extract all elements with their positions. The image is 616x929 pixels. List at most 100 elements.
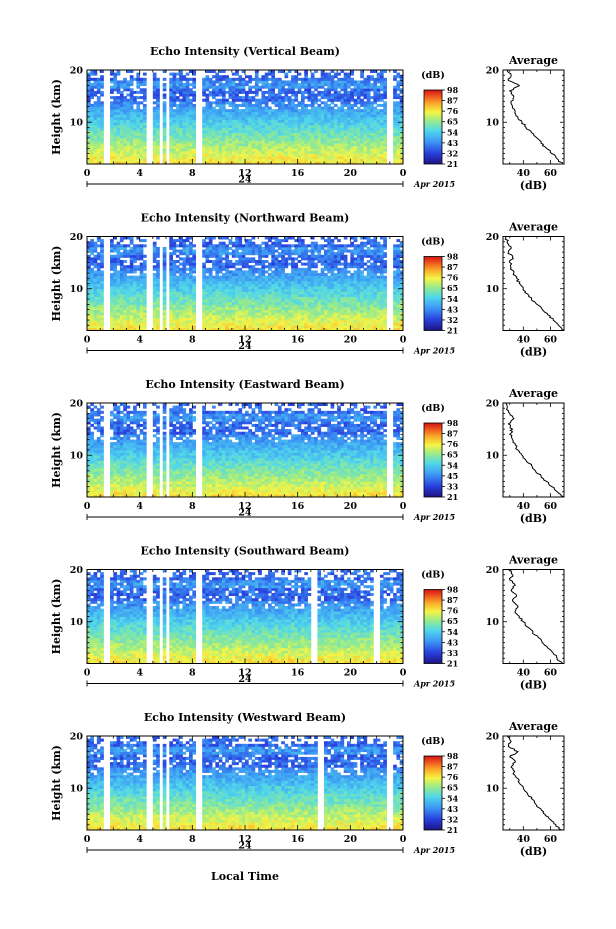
- panel-4: Echo Intensity (Southward Beam) 10 20 Heigh…: [50, 545, 565, 692]
- average-title: Average: [508, 221, 558, 234]
- y-axis-label: Height (km): [50, 412, 63, 488]
- average-x-tick-label: 60: [544, 834, 558, 845]
- y-tick-label: 20: [70, 732, 84, 743]
- x-tick-label: 0: [400, 168, 407, 179]
- colorbar-tick-label: 43: [447, 804, 459, 814]
- average-title: Average: [508, 720, 558, 733]
- average-y-tick-label: 10: [486, 451, 500, 462]
- average-x-tick-label: 40: [517, 501, 531, 512]
- x-tick-label: 16: [291, 501, 305, 512]
- y-tick-label: 10: [70, 617, 84, 628]
- average-x-tick-label: 60: [544, 668, 558, 679]
- average-x-tick-label: 60: [544, 168, 558, 179]
- average-y-tick-label: 10: [486, 617, 500, 628]
- average-profile-line: [505, 402, 565, 498]
- x-tick-label: 20: [344, 335, 358, 346]
- month-label: Apr 2015: [413, 179, 456, 189]
- x-tick-label: 16: [291, 335, 305, 346]
- x-tick-label: 0: [400, 668, 407, 679]
- colorbar-tick-label: 76: [447, 439, 459, 449]
- average-profile-line: [504, 236, 565, 331]
- colorbar-tick-label: 45: [447, 471, 458, 481]
- y-tick-label: 10: [70, 451, 84, 462]
- colorbar-label: (dB): [421, 403, 445, 414]
- average-x-tick-label: 40: [517, 168, 531, 179]
- x-tick-label: 4: [136, 335, 143, 346]
- colorbar-tick-label: 87: [447, 262, 458, 272]
- heatmap: [87, 569, 404, 664]
- panel-5: Echo Intensity (Westward Beam) 10 20 Height…: [50, 711, 565, 858]
- average-profile-line: [506, 69, 564, 165]
- colorbar-tick-label: 98: [447, 85, 459, 95]
- average-y-tick-label: 20: [486, 399, 500, 410]
- x-tick-label: 0: [84, 834, 91, 845]
- average-x-label: (dB): [520, 512, 547, 525]
- x-tick-label: 20: [344, 668, 358, 679]
- x-tick-label: 16: [291, 834, 305, 845]
- colorbar-tick-label: 43: [447, 304, 459, 314]
- month-label: Apr 2015: [413, 679, 456, 689]
- colorbar-tick-label: 54: [447, 627, 459, 637]
- average-x-tick-label: 60: [544, 501, 558, 512]
- colorbar-tick-label: 54: [447, 460, 459, 470]
- date-label: 24: [238, 674, 252, 685]
- colorbar-tick-label: 54: [447, 294, 459, 304]
- average-frame: [502, 236, 565, 331]
- x-tick-label: 8: [189, 501, 196, 512]
- average-title: Average: [508, 387, 558, 400]
- average-x-tick-label: 40: [517, 668, 531, 679]
- x-tick-label: 20: [344, 501, 358, 512]
- panel-title: Echo Intensity (Eastward Beam): [145, 378, 344, 391]
- x-tick-label: 8: [189, 834, 196, 845]
- x-tick-label: 12: [238, 668, 251, 679]
- colorbar-tick-label: 65: [447, 616, 458, 626]
- average-y-tick-label: 20: [486, 232, 500, 243]
- x-tick-label: 0: [84, 668, 91, 679]
- y-tick-label: 10: [70, 284, 84, 295]
- colorbar-tick-label: 65: [447, 783, 458, 793]
- colorbar-tick-label: 21: [447, 825, 458, 835]
- colorbar-tick-label: 98: [447, 418, 459, 428]
- colorbar-tick-label: 21: [447, 159, 458, 169]
- colorbar-tick-label: 98: [447, 252, 459, 262]
- average-profile-line: [508, 569, 564, 664]
- average-profile-line: [506, 735, 562, 831]
- colorbar-tick-label: 76: [447, 606, 459, 616]
- x-tick-label: 8: [189, 335, 196, 346]
- x-tick-label: 8: [189, 668, 196, 679]
- panel-3: Echo Intensity (Eastward Beam) 10 20 Height…: [50, 378, 565, 525]
- x-tick-label: 0: [400, 501, 407, 512]
- colorbar: [423, 422, 443, 498]
- colorbar-tick-label: 98: [447, 585, 459, 595]
- y-tick-label: 20: [70, 66, 84, 77]
- colorbar-tick-label: 65: [447, 283, 458, 293]
- colorbar-label: (dB): [421, 736, 445, 747]
- colorbar-tick-label: 32: [447, 148, 458, 158]
- x-tick-label: 12: [238, 834, 251, 845]
- x-tick-label: 4: [136, 168, 143, 179]
- heatmap: [87, 736, 404, 831]
- colorbar-tick-label: 87: [447, 96, 458, 106]
- colorbar-tick-label: 43: [447, 138, 459, 148]
- panel-title: Echo Intensity (Vertical Beam): [150, 45, 340, 58]
- colorbar-tick-label: 32: [447, 315, 458, 325]
- colorbar-tick-label: 76: [447, 106, 459, 116]
- colorbar-tick-label: 98: [447, 751, 459, 761]
- colorbar-tick-label: 21: [447, 659, 458, 669]
- panel-1: Echo Intensity (Vertical Beam) 10 20 Height…: [50, 45, 565, 192]
- average-frame: [502, 402, 565, 498]
- x-tick-label: 4: [136, 668, 143, 679]
- average-x-tick-label: 40: [517, 834, 531, 845]
- average-x-label: (dB): [520, 679, 547, 692]
- average-y-tick-label: 10: [486, 284, 500, 295]
- x-tick-label: 4: [136, 501, 143, 512]
- colorbar-tick-label: 87: [447, 762, 458, 772]
- colorbar-tick-label: 21: [447, 326, 458, 336]
- y-tick-label: 20: [70, 399, 84, 410]
- colorbar-tick-label: 87: [447, 429, 458, 439]
- x-tick-label: 0: [84, 501, 91, 512]
- colorbar-tick-label: 33: [447, 481, 459, 491]
- average-title: Average: [508, 554, 558, 567]
- colorbar-tick-label: 65: [447, 117, 458, 127]
